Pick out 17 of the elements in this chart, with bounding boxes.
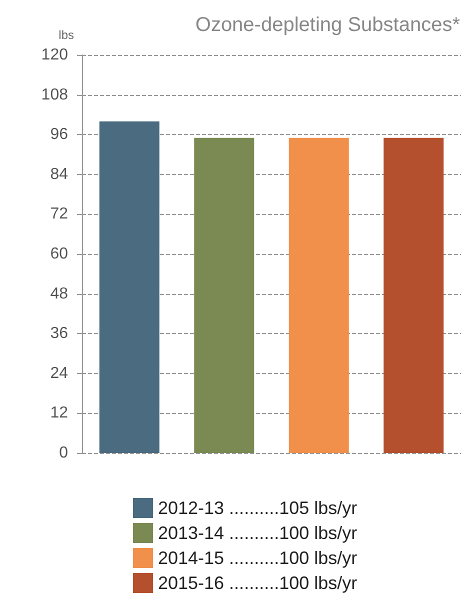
- legend-label: 2015-16 ..........100 lbs/yr: [158, 573, 358, 593]
- legend-label: 2013-14 ..........100 lbs/yr: [158, 523, 358, 543]
- legend-label: 2014-15 ..........100 lbs/yr: [158, 548, 358, 568]
- y-tick-label: 36: [50, 325, 68, 342]
- y-tick-label: 60: [50, 246, 68, 262]
- y-tick-label: 96: [50, 126, 68, 144]
- y-tick-label: 48: [50, 285, 68, 302]
- y-axis-title: lbs: [58, 28, 74, 42]
- chart-title: Ozone-depleting Substances*: [195, 14, 460, 36]
- y-tick-label: 108: [41, 86, 68, 104]
- y-tick-label: 120: [41, 46, 68, 64]
- y-tick-label: 72: [50, 206, 68, 223]
- y-tick-label: 0: [59, 444, 68, 462]
- legend-label: 2012-13 ..........105 lbs/yr: [158, 498, 358, 518]
- y-tick-label: 24: [50, 364, 68, 382]
- y-tick-label: 12: [50, 404, 68, 422]
- y-tick-label: 84: [50, 166, 68, 183]
